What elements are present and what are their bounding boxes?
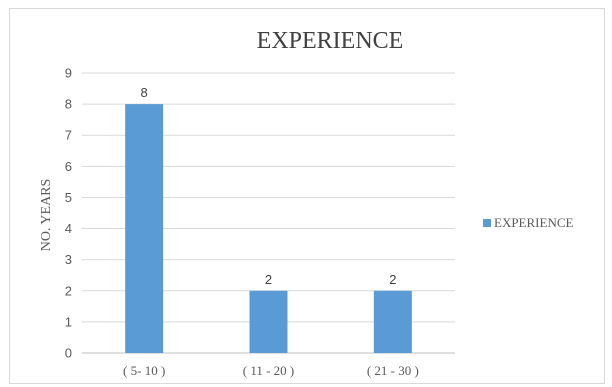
chart-frame [9, 8, 605, 384]
bar [373, 290, 412, 353]
legend-swatch [483, 219, 491, 227]
bar [125, 104, 164, 353]
x-tick-label: ( 5- 10 ) [123, 363, 165, 378]
y-tick-label: 9 [65, 66, 72, 81]
y-axis-title: NO. YEARS [39, 179, 54, 252]
y-tick-label: 8 [65, 97, 72, 112]
y-tick-label: 6 [65, 159, 72, 174]
x-tick-label: ( 11 - 20 ) [243, 363, 295, 378]
legend: EXPERIENCE [483, 215, 573, 231]
chart-title: EXPERIENCE [256, 28, 404, 54]
x-tick-label: ( 21 - 30 ) [367, 363, 419, 378]
y-tick-label: 1 [65, 314, 72, 329]
legend-label: EXPERIENCE [494, 215, 574, 230]
data-label: 8 [141, 85, 148, 100]
y-tick-label: 0 [65, 346, 72, 361]
bar [249, 290, 288, 353]
y-tick-label: 5 [65, 190, 72, 205]
x-axis-ticks: ( 5- 10 ) ( 11 - 20 ) ( 21 - 30 ) [123, 363, 419, 378]
bars: 8 2 2 [125, 85, 412, 353]
y-tick-label: 7 [65, 128, 72, 143]
data-label: 2 [389, 272, 396, 287]
y-tick-label: 3 [65, 252, 72, 267]
y-tick-label: 4 [65, 221, 72, 236]
y-axis-ticks: 0 1 2 3 4 5 6 7 8 9 [65, 66, 72, 361]
y-tick-label: 2 [65, 283, 72, 298]
data-label: 2 [265, 272, 272, 287]
